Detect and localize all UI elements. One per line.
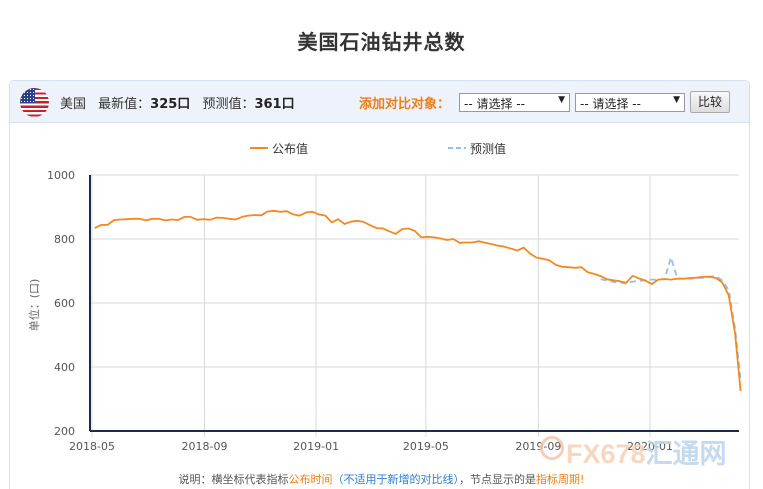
- indicator-info: 美国 最新值：325口 预测值：361口: [60, 93, 295, 112]
- compare-select-2-value: -- 请选择 --: [580, 97, 641, 111]
- series-lines: [94, 209, 742, 392]
- chart-note: 说明：横坐标代表指标公布时间（不适用于新增的对比线），节点显示的是指标周期!: [178, 473, 585, 486]
- us-flag-icon: [20, 88, 49, 117]
- forecast-value: 361口: [254, 97, 295, 112]
- latest-value: 325口: [150, 97, 191, 112]
- legend-published[interactable]: 公布值: [272, 142, 309, 156]
- forecast-label: 预测值：: [202, 97, 255, 112]
- compare-select-1-value: -- 请选择 --: [464, 97, 525, 111]
- page-title: 美国石油钻井总数: [297, 30, 466, 54]
- y-tick-label: 600: [54, 297, 75, 310]
- legend-forecast[interactable]: 预测值: [470, 142, 507, 156]
- y-tick-label: 200: [54, 425, 75, 438]
- published-line[interactable]: [94, 209, 742, 392]
- dropdown-arrow-icon: ▼: [558, 95, 565, 105]
- legend-published-swatch: [250, 147, 268, 149]
- dropdown-arrow-icon: ▼: [673, 95, 680, 105]
- x-tick-label: 2020-01: [627, 440, 673, 453]
- y-axis-title: 单位：(口): [27, 279, 41, 332]
- country-label: 美国: [60, 97, 87, 112]
- compare-button[interactable]: 比较: [690, 91, 730, 113]
- chart-panel: 美国 最新值：325口 预测值：361口 添加对比对象： -- 请选择 -- ▼…: [9, 80, 750, 489]
- x-tick-label: 2018-09: [182, 440, 228, 453]
- watermark-logo-icon: [540, 436, 564, 460]
- compare-select-2[interactable]: -- 请选择 -- ▼: [575, 93, 685, 112]
- latest-label: 最新值：: [98, 97, 151, 112]
- y-tick-label: 1000: [47, 169, 75, 182]
- forecast-line[interactable]: [600, 256, 742, 380]
- y-tick-label: 800: [54, 233, 75, 246]
- legend-forecast-swatch: [448, 147, 466, 149]
- watermark: FX678汇通网: [566, 439, 727, 469]
- grid-lines: [90, 174, 739, 437]
- compare-label: 添加对比对象：: [359, 97, 451, 112]
- toolbar: 美国 最新值：325口 预测值：361口 添加对比对象： -- 请选择 -- ▼…: [10, 81, 749, 123]
- axis-labels: 200 400 600 800 1000 2018-05 2018-09 2019-01 201…: [47, 169, 673, 453]
- axes: [89, 175, 739, 432]
- x-tick-label: 2019-01: [293, 440, 339, 453]
- x-tick-label: 2018-05: [69, 440, 115, 453]
- x-tick-label: 2019-05: [403, 440, 449, 453]
- y-tick-label: 400: [54, 361, 75, 374]
- compare-select-1[interactable]: -- 请选择 -- ▼: [459, 93, 570, 112]
